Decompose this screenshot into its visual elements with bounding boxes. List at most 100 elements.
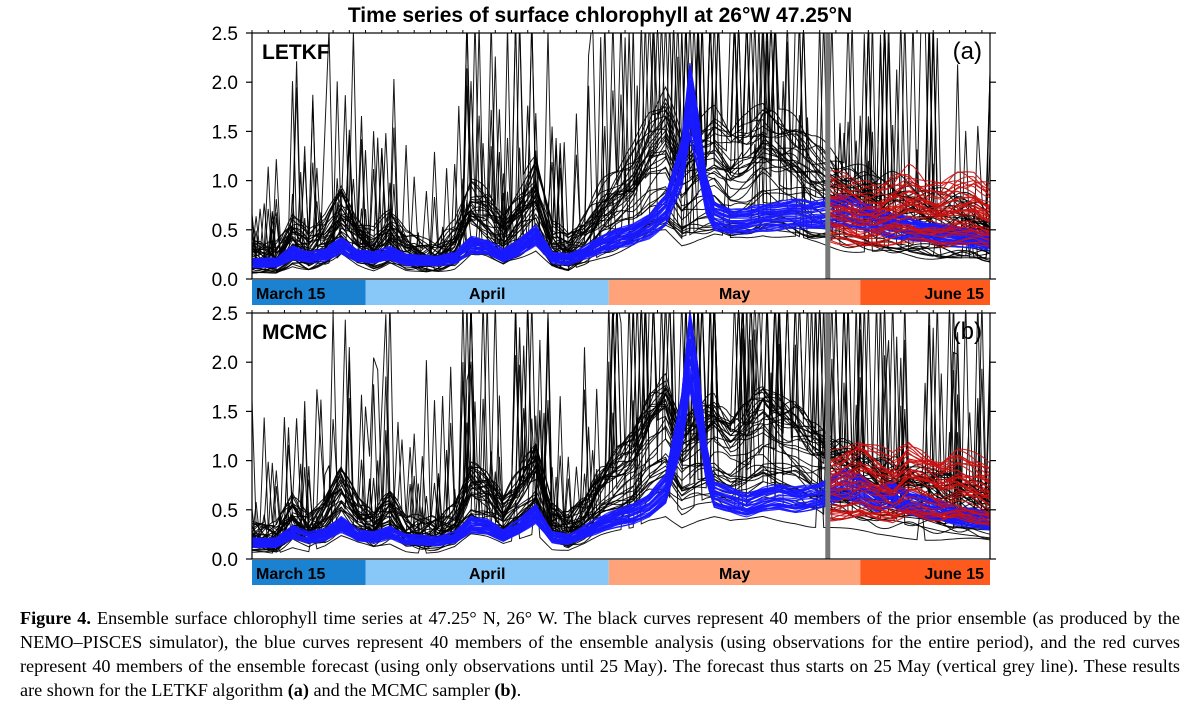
y-tick-label: 0.5 — [212, 501, 238, 522]
forecast-curve — [827, 232, 990, 246]
forecast-curve — [827, 179, 990, 206]
month-band — [365, 560, 609, 585]
plot-frame — [251, 312, 991, 560]
forecast-curve — [827, 441, 990, 470]
forecast-curve — [827, 443, 990, 471]
forecast-curve — [827, 212, 990, 226]
caption-ref-b: (b) — [494, 680, 517, 700]
prior-curve — [252, 436, 990, 554]
caption-ref-a: (a) — [287, 680, 309, 700]
y-tick-label: 2.5 — [212, 304, 238, 325]
forecast-curve — [827, 452, 990, 478]
forecast-curve — [827, 238, 990, 248]
forecast-curve — [827, 512, 990, 524]
forecast-curve — [827, 204, 990, 224]
prior-curve — [252, 33, 990, 259]
forecast-curve — [827, 446, 990, 484]
y-tick-label: 0.0 — [212, 550, 238, 571]
month-band-label: June 15 — [924, 286, 984, 303]
caption-text-1: Ensemble surface chlorophyll time series… — [20, 608, 1180, 700]
forecast-curve — [827, 501, 990, 516]
forecast-curve — [827, 208, 990, 226]
plot-area — [252, 33, 990, 274]
forecast-curve — [827, 237, 990, 249]
y-tick-label: 2.5 — [212, 24, 238, 45]
figure-caption: Figure 4. Ensemble surface chlorophyll t… — [20, 606, 1180, 702]
y-axis: 0.0 0.5 1.0 1.5 2.0 2.5 — [212, 304, 996, 571]
analysis-curve — [252, 359, 990, 546]
month-band — [252, 280, 366, 305]
month-band-label: April — [469, 566, 505, 583]
month-band-label: May — [719, 566, 750, 583]
analysis-curve — [252, 133, 990, 269]
forecast-curve — [827, 487, 990, 508]
forecast-curve — [827, 462, 990, 485]
prior-curve — [252, 115, 990, 273]
month-band — [860, 280, 990, 305]
y-tick-label: 2.0 — [212, 353, 238, 374]
prior-curve — [252, 33, 990, 262]
forecast-curve — [827, 441, 990, 466]
panel-letter: (b) — [953, 318, 982, 345]
forecast-curve — [827, 215, 990, 233]
y-tick-label: 1.0 — [212, 172, 238, 193]
chlorophyll-figure: Time series of surface chlorophyll at 26… — [212, 4, 996, 585]
month-band — [608, 280, 861, 305]
y-tick-label: 0.5 — [212, 221, 238, 242]
y-tick-label: 0.0 — [212, 270, 238, 291]
forecast-curve — [827, 183, 990, 205]
caption-text-3: . — [516, 680, 522, 700]
forecast-curve — [827, 481, 990, 502]
panel-letter: (a) — [953, 38, 982, 65]
y-tick-label: 2.0 — [212, 73, 238, 94]
month-band — [608, 560, 861, 585]
plot-area — [252, 313, 990, 554]
month-band-label: May — [719, 286, 750, 303]
forecast-curve — [827, 489, 990, 511]
forecast-curve — [827, 460, 990, 493]
month-band — [365, 280, 609, 305]
forecast-curve — [827, 467, 990, 494]
caption-text-2: and the MCMC sampler — [308, 680, 495, 700]
forecast-curve — [827, 208, 990, 226]
month-bands: March 15 April May June 15 — [252, 280, 990, 305]
forecast-curve — [827, 480, 990, 501]
month-band-label: March 15 — [256, 566, 325, 583]
y-tick-label: 1.0 — [212, 452, 238, 473]
caption-label: Figure 4. — [20, 608, 91, 628]
month-band — [252, 560, 366, 585]
forecast-curve — [827, 221, 990, 236]
figure-title: Time series of surface chlorophyll at 26… — [348, 4, 852, 27]
panel-method-label: MCMC — [262, 321, 327, 344]
forecast-members — [827, 163, 990, 249]
forecast-curve — [827, 163, 990, 193]
month-bands: March 15 April May June 15 — [252, 560, 990, 585]
forecast-curve — [827, 510, 990, 525]
forecast-members — [827, 441, 990, 527]
forecast-curve — [827, 196, 990, 217]
prior-curve — [252, 33, 990, 262]
month-band — [860, 560, 990, 585]
analysis-curve — [252, 118, 990, 267]
prior-curve — [252, 33, 990, 258]
plot-frame — [251, 32, 991, 280]
month-band-label: June 15 — [924, 566, 984, 583]
forecast-curve — [827, 467, 990, 492]
y-tick-label: 1.5 — [212, 402, 238, 423]
analysis-curve — [252, 65, 990, 263]
forecast-curve — [827, 239, 990, 247]
forecast-curve — [827, 196, 990, 216]
panel-method-label: LETKF — [262, 41, 330, 64]
forecast-curve — [827, 469, 990, 498]
forecast-curve — [827, 170, 990, 192]
month-band-label: April — [469, 286, 505, 303]
month-band-label: March 15 — [256, 286, 325, 303]
forecast-curve — [827, 180, 990, 199]
forecast-curve — [827, 496, 990, 516]
forecast-curve — [827, 225, 990, 240]
y-axis: 0.0 0.5 1.0 1.5 2.0 2.5 — [212, 24, 996, 291]
forecast-curve — [827, 197, 990, 216]
forecast-curve — [827, 458, 990, 485]
